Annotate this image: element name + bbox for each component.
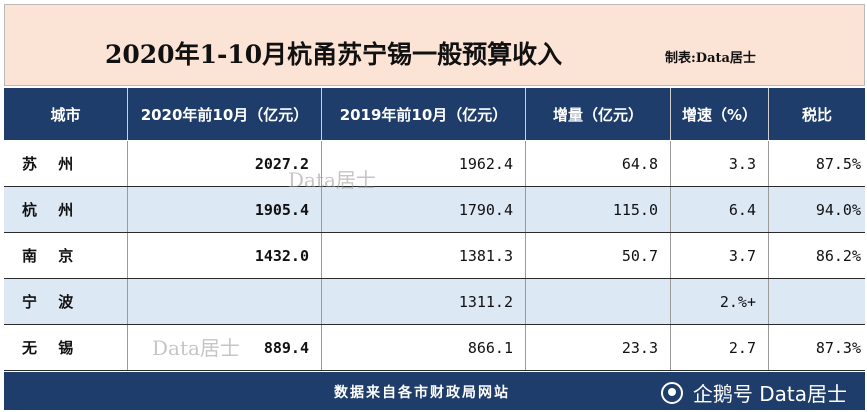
watermark: Data居士 — [152, 336, 240, 360]
watermark: Data居士 — [288, 168, 376, 192]
tax-ratio-cell — [769, 279, 865, 324]
value-2019-cell: 1790.4 — [322, 187, 526, 232]
value-2019-cell: 1311.2 — [322, 279, 526, 324]
growth-cell: 3.7 — [671, 233, 769, 278]
value-2019-cell: 866.1 — [322, 325, 526, 370]
city-cell: 无 锡 — [4, 325, 128, 370]
growth-cell: 3.3 — [671, 141, 769, 186]
source-note: 数据来自各市财政局网站 — [334, 385, 510, 401]
table-row: 宁 波 1311.2 2.%+ — [4, 279, 865, 325]
tax-ratio-cell: 87.5% — [769, 141, 865, 186]
table-row: 苏 州 2027.2 1962.4 64.8 3.3 87.5% — [4, 141, 865, 187]
value-2020-cell: 2027.2 — [128, 141, 322, 186]
city-cell: 杭 州 — [4, 187, 128, 232]
title-bar: 2020年1-10月杭甬苏宁锡一般预算收入 制表:Data居士 — [4, 4, 865, 86]
city-cell: 苏 州 — [4, 141, 128, 186]
header-city: 城市 — [4, 88, 128, 140]
growth-cell: 2.7 — [671, 325, 769, 370]
header-row: 城市 2020年前10月（亿元） 2019年前10月（亿元） 增量（亿元） 增速… — [4, 88, 865, 140]
header-2020: 2020年前10月（亿元） — [128, 88, 322, 140]
table-body: 苏 州 2027.2 1962.4 64.8 3.3 87.5% 杭 州 190… — [4, 141, 865, 371]
brand-badge: 企鹅号 Data居士 — [660, 378, 847, 407]
footer-bar: 数据来自各市财政局网站 企鹅号 Data居士 — [4, 372, 865, 410]
value-2020-cell — [128, 279, 322, 324]
growth-cell: 6.4 — [671, 187, 769, 232]
value-2020-cell: 1905.4 — [128, 187, 322, 232]
table-row: 南 京 1432.0 1381.3 50.7 3.7 86.2% — [4, 233, 865, 279]
increase-cell: 23.3 — [526, 325, 671, 370]
city-cell: 南 京 — [4, 233, 128, 278]
brand-label: 企鹅号 Data居士 — [692, 382, 847, 406]
increase-cell: 50.7 — [526, 233, 671, 278]
tax-ratio-cell: 86.2% — [769, 233, 865, 278]
table-row: 杭 州 1905.4 1790.4 115.0 6.4 94.0% — [4, 187, 865, 233]
growth-cell: 2.%+ — [671, 279, 769, 324]
increase-cell — [526, 279, 671, 324]
table-title: 2020年1-10月杭甬苏宁锡一般预算收入 — [105, 40, 563, 69]
penguin-icon — [660, 381, 683, 404]
header-growth: 增速（%） — [671, 88, 769, 140]
table-row: 无 锡 889.4 866.1 23.3 2.7 87.3% — [4, 325, 865, 371]
increase-cell: 115.0 — [526, 187, 671, 232]
city-cell: 宁 波 — [4, 279, 128, 324]
header-increase: 增量（亿元） — [526, 88, 671, 140]
maker-credit: 制表:Data居士 — [665, 51, 756, 66]
increase-cell: 64.8 — [526, 141, 671, 186]
value-2020-cell: 889.4 — [128, 325, 322, 370]
value-2020-cell: 1432.0 — [128, 233, 322, 278]
value-2019-cell: 1962.4 — [322, 141, 526, 186]
header-2019: 2019年前10月（亿元） — [322, 88, 526, 140]
tax-ratio-cell: 87.3% — [769, 325, 865, 370]
value-2019-cell: 1381.3 — [322, 233, 526, 278]
header-tax-ratio: 税比 — [801, 105, 832, 124]
tax-ratio-cell: 94.0% — [769, 187, 865, 232]
